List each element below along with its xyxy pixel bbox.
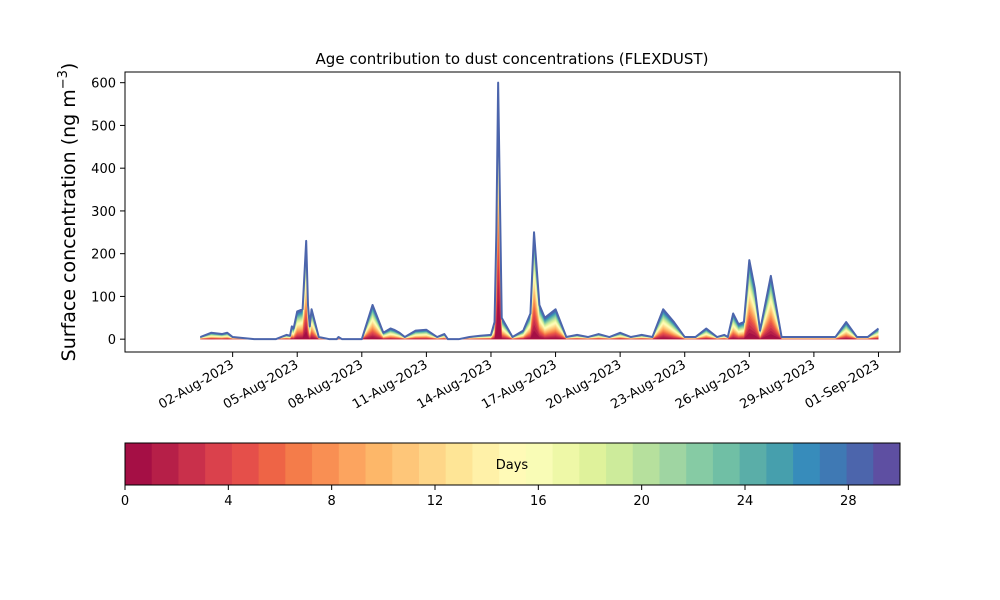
colorbar-swatch — [846, 443, 874, 485]
colorbar-swatch — [606, 443, 634, 485]
colorbar-swatch — [632, 443, 660, 485]
y-tick-label: 500 — [91, 119, 116, 134]
colorbar-frame — [124, 442, 901, 486]
chart-title: Age contribution to dust concentrations … — [316, 50, 709, 68]
y-tick-label: 300 — [91, 205, 116, 220]
colorbar: 0 4 8 12 16 20 24 28 — [121, 442, 901, 509]
colorbar-tick-label: 20 — [633, 494, 650, 509]
colorbar-swatch — [499, 443, 527, 485]
y-tick-label: 100 — [91, 290, 116, 305]
colorbar-swatch — [151, 443, 179, 485]
colorbar-swatch — [178, 443, 206, 485]
y-tick-label: 0 — [108, 333, 116, 348]
colorbar-swatch — [392, 443, 420, 485]
colorbar-swatch — [258, 443, 286, 485]
colorbar-tick-label: 0 — [121, 494, 129, 509]
colorbar-swatch — [739, 443, 767, 485]
colorbar-swatch — [579, 443, 607, 485]
colorbar-swatch — [365, 443, 393, 485]
colorbar-swatch — [418, 443, 447, 485]
colorbar-swatch — [686, 443, 714, 485]
y-axis-label: Surface concentration (ng m−3) — [56, 63, 80, 362]
colorbar-tick-label: 12 — [427, 494, 444, 509]
y-tick-label: 200 — [91, 248, 116, 263]
colorbar-tick-label: 24 — [737, 494, 754, 509]
colorbar-tick-label: 28 — [840, 494, 857, 509]
colorbar-swatch — [205, 443, 233, 485]
colorbar-tick-label: 16 — [530, 494, 547, 509]
colorbar-swatch — [819, 443, 848, 485]
axes: 010020030040050060002-Aug-202305-Aug-202… — [91, 77, 882, 413]
colorbar-swatch — [552, 443, 580, 485]
colorbar-tick-label: 8 — [328, 494, 336, 509]
colorbar-swatch — [659, 443, 687, 485]
colorbar-swatch — [445, 443, 473, 485]
colorbar-swatch — [472, 443, 500, 485]
colorbar-swatch — [125, 443, 153, 485]
colorbar-swatch — [873, 443, 901, 485]
colorbar-label: Days — [496, 458, 529, 473]
colorbar-swatch — [793, 443, 821, 485]
colorbar-swatch — [312, 443, 340, 485]
colorbar-tick-label: 4 — [224, 494, 232, 509]
colorbar-swatch — [766, 443, 794, 485]
y-tick-label: 400 — [91, 162, 116, 177]
colorbar-swatch — [338, 443, 367, 485]
colorbar-swatch — [285, 443, 313, 485]
colorbar-swatch — [231, 443, 260, 485]
stacked-age-areas — [199, 81, 880, 341]
colorbar-swatch — [712, 443, 741, 485]
colorbar-swatch — [525, 443, 554, 485]
y-tick-label: 600 — [91, 77, 116, 92]
plot-frame — [124, 71, 901, 353]
total-concentration-line — [199, 81, 880, 341]
